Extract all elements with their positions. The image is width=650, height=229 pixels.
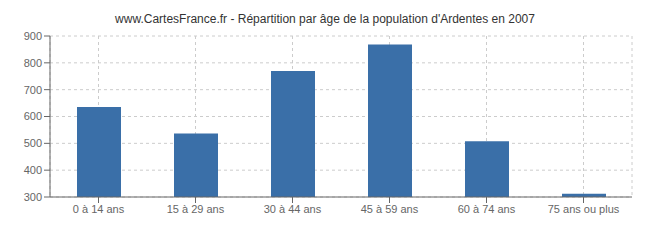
svg-text:400: 400 <box>24 164 42 176</box>
svg-text:75 ans ou plus: 75 ans ou plus <box>548 203 620 215</box>
svg-text:45 à 59 ans: 45 à 59 ans <box>361 203 419 215</box>
svg-text:0 à 14 ans: 0 à 14 ans <box>73 203 125 215</box>
svg-text:500: 500 <box>24 137 42 149</box>
svg-text:60 à 74 ans: 60 à 74 ans <box>458 203 516 215</box>
html-text:www.CartesFrance.fr - Répartit: www.CartesFrance.fr - Répartition par âg… <box>115 12 535 26</box>
svg-text:700: 700 <box>24 84 42 96</box>
svg-text:600: 600 <box>24 110 42 122</box>
svg-text:900: 900 <box>24 30 42 42</box>
svg-text:15 à 29 ans: 15 à 29 ans <box>167 203 225 215</box>
svg-text:300: 300 <box>24 191 42 203</box>
svg-text:800: 800 <box>24 57 42 69</box>
svg-text:30 à 44 ans: 30 à 44 ans <box>264 203 322 215</box>
